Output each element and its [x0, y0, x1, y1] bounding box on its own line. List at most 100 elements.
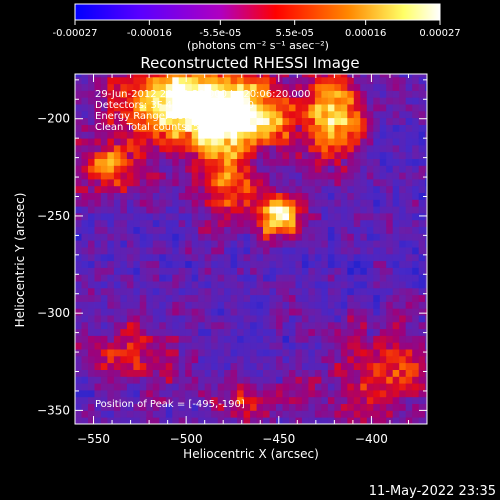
heatmap-cell: [379, 233, 387, 241]
heatmap-cell: [321, 342, 329, 350]
heatmap-cell: [392, 260, 400, 268]
heatmap-cell: [107, 321, 115, 330]
heatmap-cell: [152, 335, 160, 343]
heatmap-cell: [379, 158, 387, 166]
heatmap-cell: [399, 253, 407, 262]
heatmap-cell: [373, 301, 381, 309]
heatmap-cell: [224, 247, 231, 255]
heatmap-cell: [321, 90, 329, 98]
heatmap-cell: [133, 117, 141, 125]
heatmap-cell: [224, 335, 231, 343]
heatmap-cell: [191, 308, 199, 316]
heatmap-cell: [159, 138, 167, 146]
heatmap-cell: [386, 240, 394, 248]
heatmap-cell: [120, 219, 128, 227]
heatmap-cell: [334, 226, 342, 234]
heatmap-cell: [301, 376, 309, 384]
heatmap-cell: [418, 410, 426, 418]
heatmap-cell: [412, 376, 420, 384]
heatmap-cell: [133, 240, 141, 248]
heatmap-cell: [133, 342, 141, 350]
heatmap-cell: [100, 321, 108, 330]
heatmap-cell: [237, 158, 244, 166]
heatmap-cell: [366, 219, 374, 227]
heatmap-cell: [347, 110, 355, 119]
heatmap-cell: [405, 240, 413, 248]
heatmap-cell: [347, 145, 355, 153]
heatmap-cell: [360, 219, 368, 227]
heatmap-cell: [392, 308, 400, 316]
heatmap-cell: [88, 226, 95, 234]
heatmap-cell: [146, 213, 154, 221]
heatmap-cell: [334, 145, 342, 153]
heatmap-cell: [399, 328, 407, 336]
heatmap-cell: [230, 165, 238, 173]
heatmap-cell: [373, 383, 381, 391]
heatmap-cell: [321, 260, 329, 268]
heatmap-cell: [152, 253, 160, 262]
heatmap-cell: [399, 294, 407, 302]
heatmap-cell: [224, 165, 231, 173]
heatmap-cell: [327, 158, 335, 166]
heatmap-cell: [211, 294, 219, 302]
heatmap-cell: [107, 355, 115, 364]
heatmap-cell: [347, 369, 355, 377]
heatmap-cell: [146, 308, 154, 316]
heatmap-cell: [340, 97, 348, 105]
heatmap-cell: [353, 369, 361, 377]
heatmap-cell: [94, 151, 102, 159]
heatmap-cell: [178, 165, 186, 173]
heatmap-cell: [353, 131, 361, 139]
heatmap-cell: [126, 124, 134, 132]
heatmap-cell: [250, 247, 257, 255]
heatmap-cell: [224, 328, 231, 336]
heatmap-cell: [308, 97, 316, 105]
heatmap-cell: [198, 240, 206, 248]
heatmap-cell: [146, 376, 154, 384]
heatmap-cell: [230, 287, 238, 296]
heatmap-cell: [405, 335, 413, 343]
heatmap-cell: [159, 396, 167, 404]
heatmap-cell: [237, 90, 244, 98]
heatmap-cell: [159, 274, 167, 282]
heatmap-cell: [263, 158, 270, 166]
heatmap-cell: [353, 206, 361, 214]
heatmap-cell: [379, 355, 387, 364]
heatmap-cell: [412, 110, 420, 119]
heatmap-cell: [250, 274, 257, 282]
heatmap-cell: [237, 362, 244, 370]
heatmap-cell: [276, 287, 283, 296]
heatmap-cell: [353, 213, 361, 221]
heatmap-cell: [379, 206, 387, 214]
heatmap-cell: [165, 83, 173, 91]
heatmap-cell: [159, 403, 167, 411]
heatmap-cell: [172, 76, 180, 85]
heatmap-cell: [276, 247, 283, 255]
heatmap-cell: [172, 233, 180, 241]
heatmap-cell: [334, 199, 342, 207]
heatmap-cell: [412, 192, 420, 200]
heatmap-cell: [94, 165, 102, 173]
heatmap-cell: [289, 369, 296, 377]
heatmap-cell: [211, 287, 219, 296]
heatmap-cell: [399, 151, 407, 159]
heatmap-cell: [412, 301, 420, 309]
heatmap-cell: [282, 247, 290, 255]
heatmap-cell: [392, 172, 400, 180]
heatmap-cell: [185, 233, 193, 241]
heatmap-cell: [198, 219, 206, 227]
heatmap-cell: [399, 396, 407, 404]
heatmap-cell: [269, 104, 277, 112]
heatmap-cell: [282, 172, 290, 180]
heatmap-cell: [412, 328, 420, 336]
heatmap-cell: [120, 247, 128, 255]
heatmap-cell: [340, 104, 348, 112]
heatmap-cell: [334, 179, 342, 187]
heatmap-cell: [237, 355, 244, 364]
heatmap-cell: [301, 267, 309, 275]
heatmap-cell: [405, 179, 413, 187]
heatmap-cell: [224, 117, 231, 125]
heatmap-cell: [224, 349, 231, 357]
heatmap-cell: [243, 219, 251, 227]
heatmap-cell: [327, 172, 335, 180]
